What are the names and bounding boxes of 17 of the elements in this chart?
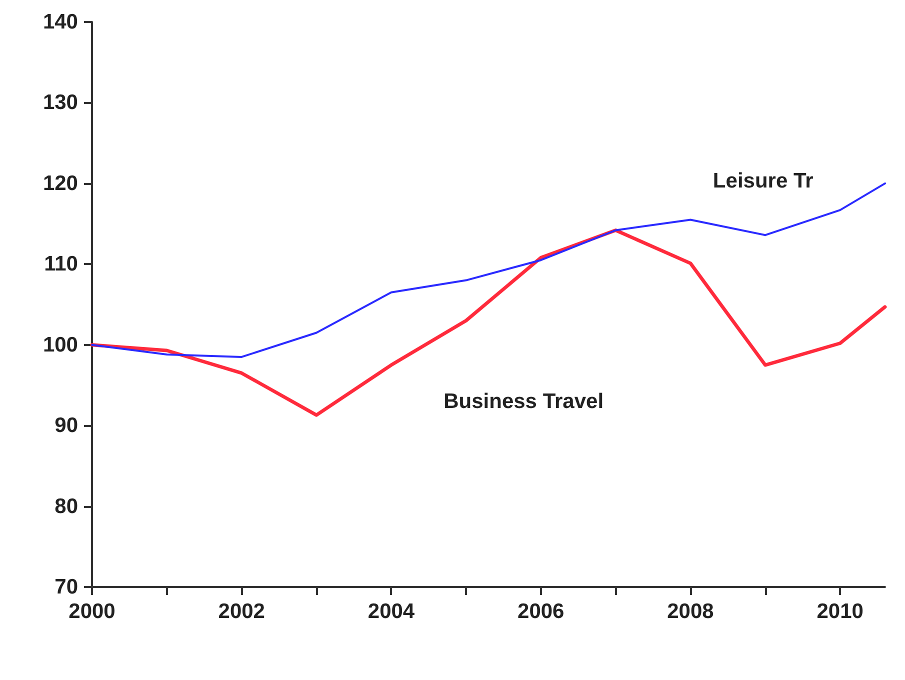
x-tick-label: 2006 (518, 600, 564, 623)
y-tick-label: 110 (44, 252, 78, 276)
y-tick-label: 130 (42, 91, 78, 114)
x-tick-label: 2002 (218, 600, 265, 623)
y-tick-label: 80 (54, 494, 78, 518)
x-tick-label: 2010 (816, 600, 864, 623)
y-tick-label: 90 (54, 414, 78, 438)
x-tick-label: 2008 (667, 600, 714, 623)
x-tick-label: 2000 (68, 600, 116, 623)
text: Business Travel (444, 390, 604, 413)
series-label: Leisure Tr (712, 170, 814, 193)
y-tick-label: 100 (42, 333, 78, 356)
x-tick-label: 2004 (368, 600, 415, 623)
y-tick-label: 70 (54, 576, 78, 598)
y-tick-label: 140 (42, 10, 78, 34)
y-tick-label: 120 (42, 172, 78, 195)
line-series (90, 228, 887, 417)
